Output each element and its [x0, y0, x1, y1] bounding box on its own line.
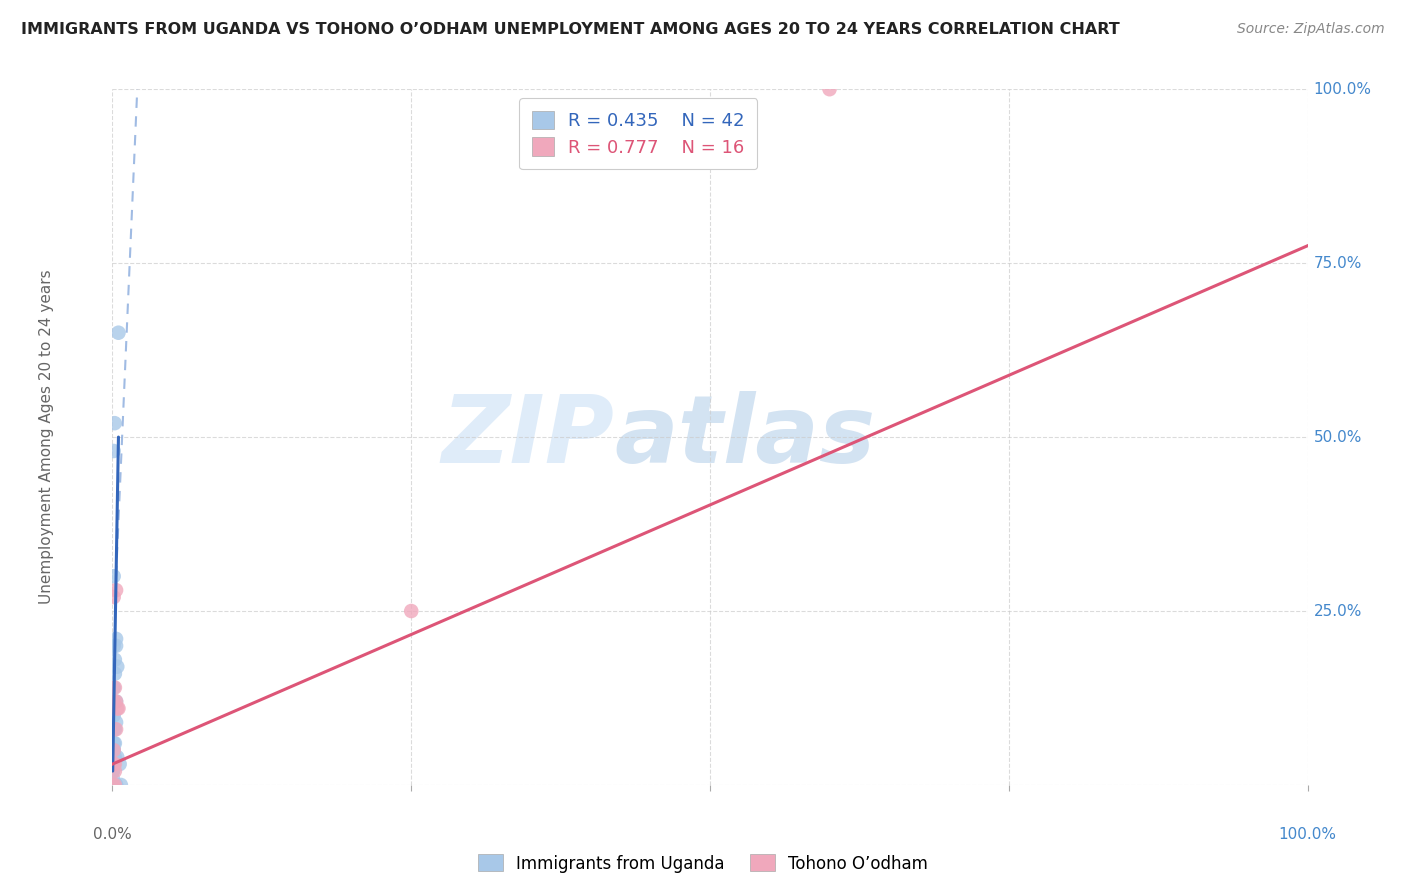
Point: [105, 778, 128, 792]
Text: Unemployment Among Ages 20 to 24 years: Unemployment Among Ages 20 to 24 years: [39, 269, 55, 605]
Point: [103, 757, 125, 772]
Point: [104, 764, 127, 778]
Point: [103, 743, 125, 757]
Point: [105, 659, 128, 673]
Point: [101, 757, 124, 772]
Point: [818, 82, 841, 96]
Point: [105, 778, 128, 792]
Text: IMMIGRANTS FROM UGANDA VS TOHONO O’ODHAM UNEMPLOYMENT AMONG AGES 20 TO 24 YEARS : IMMIGRANTS FROM UGANDA VS TOHONO O’ODHAM…: [21, 22, 1119, 37]
Point: [110, 778, 132, 792]
Text: 25.0%: 25.0%: [1313, 604, 1362, 618]
Point: [103, 694, 125, 708]
Point: [107, 701, 129, 715]
Point: [101, 778, 124, 792]
Legend: R = 0.435    N = 42, R = 0.777    N = 16: R = 0.435 N = 42, R = 0.777 N = 16: [519, 98, 758, 169]
Point: [105, 694, 128, 708]
Point: [104, 653, 127, 667]
Point: [104, 666, 127, 681]
Point: [103, 757, 125, 772]
Point: [104, 778, 127, 792]
Point: [101, 764, 124, 778]
Point: [104, 778, 127, 792]
Point: [108, 757, 131, 772]
Point: [103, 743, 125, 757]
Point: [104, 778, 127, 792]
Point: [104, 416, 127, 430]
Point: [101, 778, 124, 792]
Point: [105, 583, 128, 598]
Point: [103, 757, 125, 772]
Point: [103, 708, 125, 723]
Text: 100.0%: 100.0%: [1313, 82, 1372, 96]
Text: ZIP: ZIP: [441, 391, 614, 483]
Point: [103, 723, 125, 737]
Point: [103, 569, 125, 583]
Point: [103, 778, 125, 792]
Point: [104, 681, 127, 695]
Point: [103, 639, 125, 653]
Point: [107, 326, 129, 340]
Point: [105, 639, 128, 653]
Text: atlas: atlas: [614, 391, 876, 483]
Text: 75.0%: 75.0%: [1313, 256, 1362, 270]
Point: [103, 778, 125, 792]
Point: [101, 778, 124, 792]
Point: [105, 750, 128, 764]
Point: [103, 743, 125, 757]
Text: 100.0%: 100.0%: [1278, 827, 1337, 842]
Point: [101, 771, 124, 785]
Point: [103, 736, 125, 750]
Point: [105, 694, 128, 708]
Point: [104, 736, 127, 750]
Point: [105, 723, 128, 737]
Point: [103, 590, 125, 604]
Point: [105, 632, 128, 646]
Point: [105, 715, 128, 730]
Point: [101, 778, 124, 792]
Text: 50.0%: 50.0%: [1313, 430, 1362, 444]
Text: Source: ZipAtlas.com: Source: ZipAtlas.com: [1237, 22, 1385, 37]
Text: 0.0%: 0.0%: [93, 827, 132, 842]
Point: [103, 444, 125, 458]
Point: [401, 604, 423, 618]
Legend: Immigrants from Uganda, Tohono O’odham: Immigrants from Uganda, Tohono O’odham: [471, 847, 935, 880]
Point: [101, 764, 124, 778]
Point: [105, 701, 128, 715]
Point: [103, 750, 125, 764]
Point: [101, 764, 124, 778]
Point: [104, 757, 127, 772]
Point: [104, 750, 127, 764]
Point: [104, 723, 127, 737]
Point: [103, 681, 125, 695]
Point: [101, 764, 124, 778]
